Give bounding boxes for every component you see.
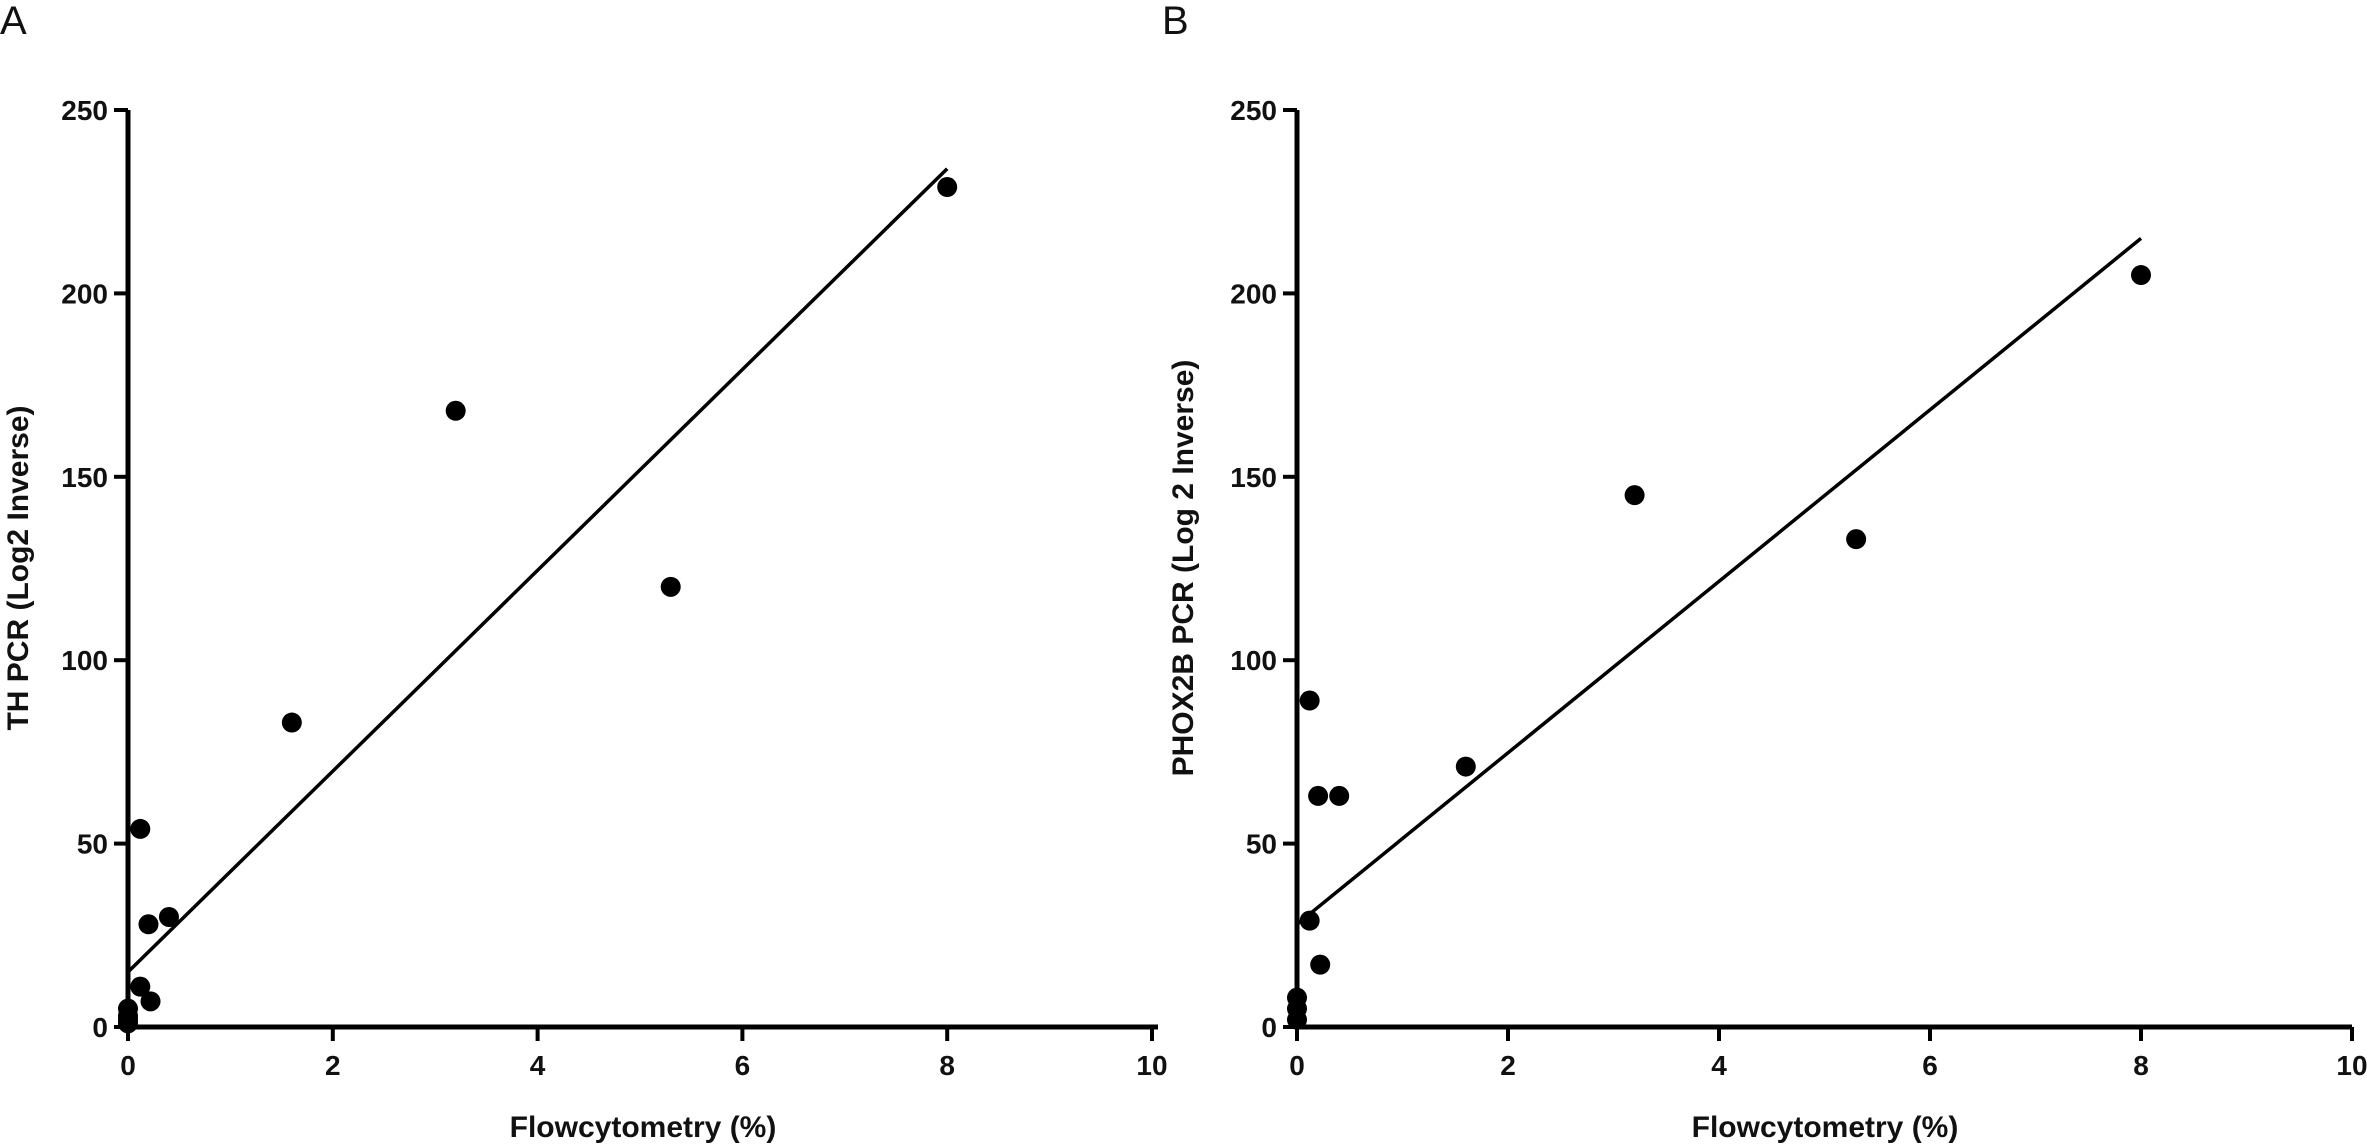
data-point — [118, 998, 138, 1019]
data-point — [1299, 690, 1320, 711]
x-tick-label: 6 — [735, 1050, 751, 1081]
data-point — [138, 914, 159, 935]
y-tick-label: 250 — [1230, 95, 1277, 126]
y-tick-label: 50 — [77, 829, 108, 860]
data-point — [2131, 265, 2151, 286]
y-tick-label: 0 — [92, 1012, 108, 1043]
y-tick-label: 100 — [61, 645, 108, 676]
y-axis-title: TH PCR (Log2 Inverse) — [2, 405, 35, 730]
x-tick-label: 10 — [2336, 1050, 2367, 1081]
regression-line — [126, 167, 949, 974]
data-point — [130, 976, 151, 997]
y-tick-label: 0 — [1261, 1012, 1277, 1043]
y-tick-label: 100 — [1230, 645, 1277, 676]
y-tick-label: 150 — [61, 462, 108, 493]
x-tick-label: 0 — [1289, 1050, 1305, 1081]
x-axis-title: Flowcytometry (%) — [510, 1111, 777, 1144]
data-point — [281, 712, 302, 733]
data-points — [1287, 265, 2151, 1030]
panel-letter: A — [0, 0, 27, 43]
x-tick-label: 6 — [1922, 1050, 1938, 1081]
x-tick-label: 4 — [1711, 1050, 1727, 1081]
data-point — [1308, 785, 1329, 806]
data-point — [937, 177, 958, 198]
data-points — [118, 177, 958, 1034]
data-point — [1846, 529, 1867, 550]
data-point — [1310, 954, 1331, 975]
panel-letter: B — [1162, 0, 1189, 43]
y-axis-title: PHOX2B PCR (Log 2 Inverse) — [1167, 360, 1200, 777]
x-tick-label: 10 — [1136, 1050, 1167, 1081]
data-point — [1287, 987, 1307, 1008]
x-tick-label: 8 — [2133, 1050, 2149, 1081]
data-point — [660, 576, 681, 597]
x-axis-title: Flowcytometry (%) — [1692, 1111, 1959, 1144]
data-point — [445, 400, 466, 421]
x-tick-label: 4 — [530, 1050, 546, 1081]
y-tick-label: 250 — [61, 95, 108, 126]
y-tick-label: 200 — [1230, 278, 1277, 309]
regression-line — [1295, 237, 2143, 926]
data-point — [1624, 485, 1645, 506]
x-tick-label: 8 — [939, 1050, 955, 1081]
data-point — [1299, 910, 1320, 931]
y-tick-label: 50 — [1246, 829, 1277, 860]
data-point — [1329, 785, 1350, 806]
data-point — [158, 906, 179, 927]
x-tick-label: 0 — [120, 1050, 136, 1081]
x-tick-label: 2 — [325, 1050, 341, 1081]
x-tick-label: 2 — [1500, 1050, 1516, 1081]
y-tick-label: 150 — [1230, 462, 1277, 493]
data-point — [1455, 756, 1476, 777]
y-tick-label: 200 — [61, 278, 108, 309]
data-point — [130, 818, 151, 839]
data-point — [140, 991, 161, 1012]
